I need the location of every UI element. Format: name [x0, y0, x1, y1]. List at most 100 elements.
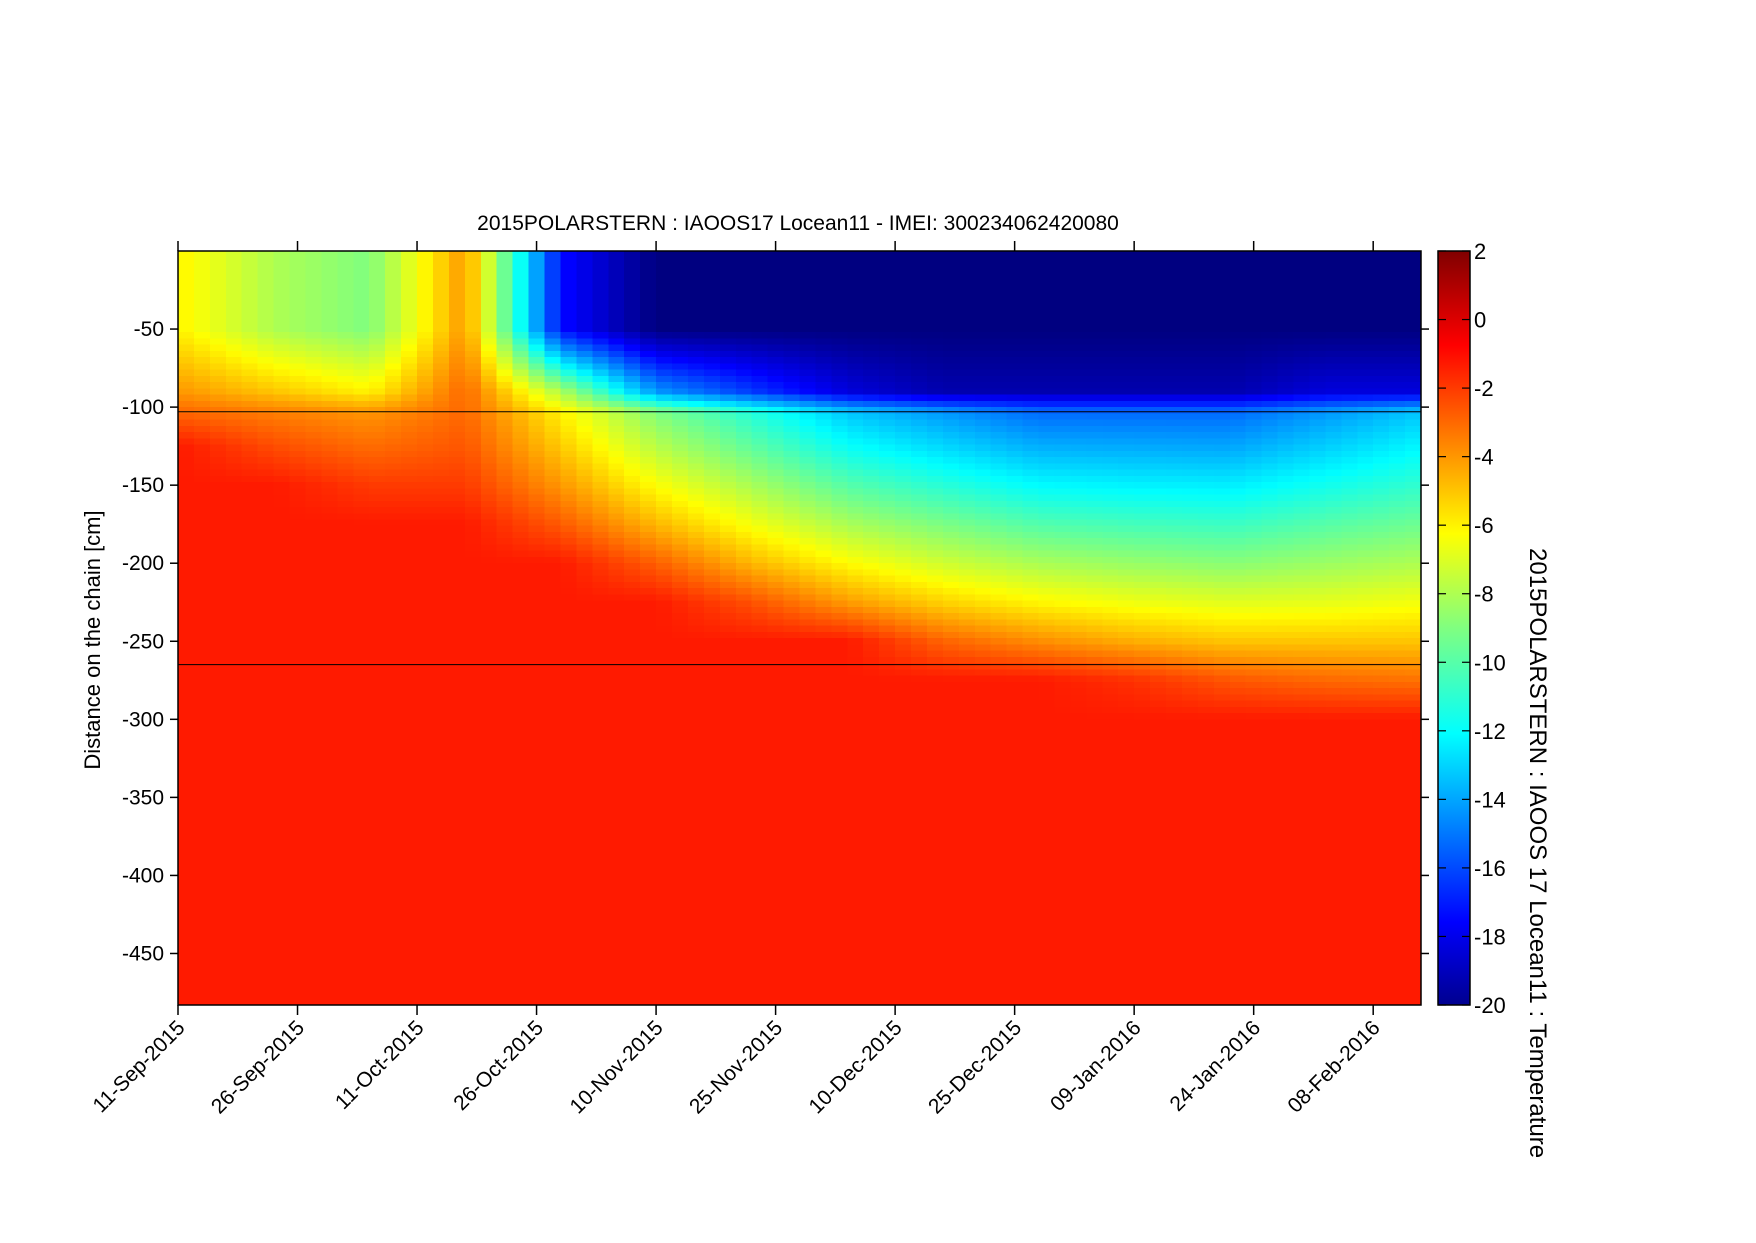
heatmap-cell: [815, 619, 832, 627]
heatmap-cell: [528, 300, 546, 308]
heatmap-cell: [289, 856, 307, 864]
heatmap-cell: [369, 937, 386, 945]
heatmap-cell: [241, 307, 259, 315]
heatmap-cell: [656, 400, 673, 408]
heatmap-cell: [432, 881, 450, 889]
heatmap-cell: [624, 500, 641, 508]
heatmap-cell: [225, 775, 243, 783]
heatmap-cell: [225, 275, 243, 283]
heatmap-cell: [815, 887, 832, 895]
heatmap-cell: [815, 981, 832, 989]
heatmap-cell: [417, 482, 434, 489]
heatmap-cell: [193, 275, 211, 283]
heatmap-cell: [751, 794, 769, 802]
heatmap-cell: [719, 375, 737, 383]
heatmap-cell: [369, 650, 386, 658]
heatmap-cell: [241, 513, 259, 521]
heatmap-cell: [640, 806, 657, 814]
heatmap-cell: [592, 806, 609, 814]
heatmap-cell: [178, 525, 195, 533]
heatmap-cell: [672, 519, 689, 527]
heatmap-cell: [289, 837, 307, 845]
heatmap-cell: [417, 325, 434, 333]
heatmap-cell: [608, 906, 625, 914]
heatmap-cell: [305, 613, 323, 621]
heatmap-cell: [225, 925, 243, 933]
heatmap-cell: [464, 650, 482, 658]
heatmap-cell: [544, 500, 562, 508]
heatmap-cell: [257, 919, 275, 926]
heatmap-cell: [273, 831, 291, 839]
heatmap-cell: [703, 862, 721, 870]
heatmap-cell: [751, 357, 769, 364]
heatmap-cell: [703, 550, 721, 558]
heatmap-cell: [464, 507, 482, 514]
heatmap-cell: [385, 800, 402, 808]
heatmap-cell: [464, 569, 482, 577]
heatmap-cell: [576, 875, 593, 883]
heatmap-cell: [560, 606, 577, 614]
heatmap-cell: [496, 581, 514, 589]
heatmap-cell: [560, 494, 577, 502]
heatmap-cell: [321, 494, 338, 502]
heatmap-cell: [305, 763, 323, 770]
heatmap-cell: [751, 344, 769, 352]
heatmap-cell: [305, 350, 323, 358]
heatmap-cell: [608, 594, 625, 602]
heatmap-cell: [448, 269, 466, 277]
heatmap-cell: [289, 650, 307, 658]
heatmap-cell: [273, 369, 291, 377]
heatmap-cell: [337, 806, 354, 814]
heatmap-cell: [735, 319, 753, 327]
heatmap-cell: [401, 812, 418, 820]
heatmap-cell: [432, 681, 450, 689]
heatmap-cell: [178, 894, 195, 902]
heatmap-cell: [337, 850, 354, 858]
heatmap-cell: [193, 625, 211, 633]
heatmap-cell: [225, 694, 243, 702]
heatmap-cell: [783, 325, 801, 333]
heatmap-cell: [656, 862, 673, 870]
heatmap-cell: [178, 475, 195, 483]
heatmap-cell: [687, 669, 705, 677]
heatmap-cell: [496, 313, 514, 321]
heatmap-cell: [289, 794, 307, 802]
heatmap-cell: [783, 550, 801, 558]
heatmap-cell: [417, 569, 434, 577]
heatmap-cell: [353, 344, 370, 352]
heatmap-cell: [815, 394, 832, 402]
heatmap-cell: [544, 357, 562, 364]
heatmap-cell: [687, 519, 705, 527]
heatmap-cell: [289, 681, 307, 689]
heatmap-cell: [417, 338, 434, 346]
heatmap-cell: [225, 887, 243, 895]
heatmap-cell: [289, 375, 307, 383]
heatmap-cell: [656, 294, 673, 302]
heatmap-cell: [178, 875, 195, 883]
heatmap-cell: [719, 675, 737, 683]
heatmap-cell: [369, 263, 386, 271]
heatmap-cell: [401, 400, 418, 408]
heatmap-cell: [592, 969, 609, 976]
heatmap-cell: [178, 900, 195, 908]
heatmap-cell: [321, 619, 338, 627]
heatmap-cell: [608, 912, 625, 920]
heatmap-cell: [544, 975, 562, 983]
heatmap-cell: [672, 794, 689, 802]
heatmap-cell: [592, 862, 609, 870]
heatmap-cell: [608, 488, 625, 496]
heatmap-cell: [592, 282, 609, 290]
heatmap-cell: [544, 887, 562, 895]
heatmap-cell: [624, 800, 641, 808]
heatmap-cell: [544, 463, 562, 471]
heatmap-cell: [751, 594, 769, 602]
heatmap-cell: [241, 881, 259, 889]
heatmap-cell: [448, 981, 466, 989]
heatmap-cell: [209, 850, 227, 858]
heatmap-cell: [273, 631, 291, 639]
heatmap-cell: [687, 457, 705, 464]
heatmap-cell: [703, 544, 721, 552]
heatmap-cell: [751, 675, 769, 683]
heatmap-cell: [209, 800, 227, 808]
heatmap-cell: [608, 332, 625, 340]
